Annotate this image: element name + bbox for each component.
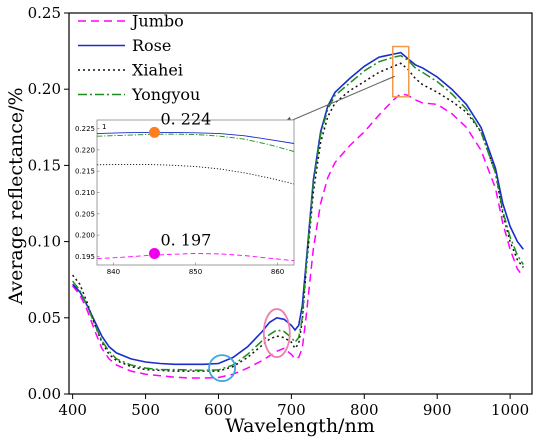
highlight-ellipse bbox=[262, 308, 291, 358]
y-tick-label: 0.25 bbox=[28, 4, 61, 22]
plot-frame bbox=[68, 12, 533, 395]
inset-y-tick-label: 0.225 bbox=[75, 125, 95, 133]
inset-series-line-xiahei bbox=[96, 163, 295, 185]
x-tick-label: 600 bbox=[204, 401, 233, 419]
inset-y-tick-label: 0.215 bbox=[75, 168, 95, 176]
x-tick-label: 800 bbox=[350, 401, 379, 419]
inset-marker-label: 0. 224 bbox=[160, 109, 211, 128]
y-tick-label: 0.20 bbox=[28, 80, 61, 98]
inset-y-tick-label: 0.200 bbox=[75, 232, 95, 240]
highlight-rectangle bbox=[392, 45, 410, 98]
x-tick-label: 400 bbox=[58, 401, 87, 419]
legend-label-yongyou: Yongyou bbox=[131, 85, 200, 104]
y-tick-label: 0.15 bbox=[28, 156, 61, 174]
x-tick-label: 1000 bbox=[491, 401, 529, 419]
x-tick-label: 700 bbox=[277, 401, 306, 419]
inset-series-line-jumbo bbox=[96, 253, 295, 262]
inset-corner-label: 1 bbox=[102, 123, 106, 131]
inset-marker-label: 0. 197 bbox=[160, 230, 211, 249]
inset-marker-max bbox=[148, 126, 160, 138]
inset-x-tick-label: 850 bbox=[189, 268, 202, 276]
legend-label-jumbo: Jumbo bbox=[130, 12, 184, 31]
inset-x-tick-label: 840 bbox=[107, 268, 120, 276]
legend-label-xiahei: Xiahei bbox=[132, 61, 183, 80]
y-tick-label: 0.00 bbox=[28, 385, 61, 403]
inset-x-tick-label: 860 bbox=[271, 268, 284, 276]
inset-y-tick-label: 0.195 bbox=[75, 253, 95, 261]
series-line-rose bbox=[72, 51, 524, 366]
y-axis-title: Average reflectance/% bbox=[5, 87, 27, 305]
inset-frame bbox=[96, 119, 295, 266]
inset-y-tick-label: 0.220 bbox=[75, 146, 95, 154]
x-tick-label: 900 bbox=[423, 401, 452, 419]
inset-y-tick-label: 0.210 bbox=[75, 189, 95, 197]
series-line-xiahei bbox=[72, 62, 524, 372]
y-tick-label: 0.10 bbox=[28, 233, 61, 251]
highlight-ellipse bbox=[208, 354, 237, 382]
inset-y-tick-label: 0.205 bbox=[75, 210, 95, 218]
zoom-arrow bbox=[288, 75, 395, 123]
x-axis-title: Wavelength/nm bbox=[225, 415, 374, 437]
inset-marker-min bbox=[148, 247, 160, 259]
y-tick-label: 0.05 bbox=[28, 309, 61, 327]
series-line-jumbo bbox=[72, 92, 524, 379]
legend-label-rose: Rose bbox=[132, 36, 171, 55]
x-tick-label: 500 bbox=[131, 401, 160, 419]
inset-series-line-rose bbox=[96, 131, 295, 144]
inset-series-line-yongyou bbox=[96, 133, 295, 153]
